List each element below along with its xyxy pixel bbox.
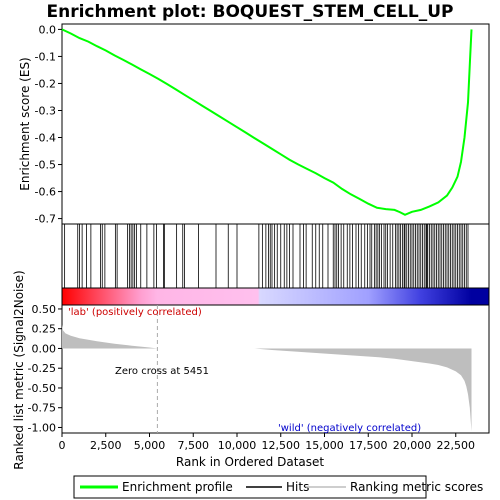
hit-marks <box>64 224 469 288</box>
es-y-tick-label: -0.2 <box>35 77 56 90</box>
es-y-tick-label: -0.1 <box>35 50 56 63</box>
legend: Enrichment profile Hits Ranking metric s… <box>73 475 483 499</box>
metric-y-tick-label: -0.75 <box>28 402 56 415</box>
metric-y-tick-label: -0.50 <box>28 382 56 395</box>
chart-title: Enrichment plot: BOQUEST_STEM_CELL_UP <box>46 2 453 22</box>
metric-panel-frame <box>61 304 490 434</box>
metric-y-tick-label: -0.25 <box>28 362 56 375</box>
x-tick-label: 5,000 <box>134 439 166 452</box>
metric-y-tick-label: 0.25 <box>32 323 57 336</box>
enrichment-profile-line <box>61 28 473 216</box>
es-y-ticks: 0.0 -0.1 -0.2 -0.3 -0.4 -0.5 -0.6 -0.7 <box>35 23 62 226</box>
x-tick-label: 15,000 <box>305 439 344 452</box>
metric-panel: 0.50 0.25 0.00 -0.25 -0.50 -0.75 -1.00 'lab' (… <box>12 270 490 470</box>
x-tick-label: 7,500 <box>178 439 210 452</box>
es-panel-frame <box>61 23 490 225</box>
positive-label: 'lab' (positively correlated) <box>68 307 202 318</box>
x-axis-label: Rank in Ordered Dataset <box>176 455 324 469</box>
x-tick-label: 20,000 <box>393 439 432 452</box>
hits-panel <box>61 223 490 289</box>
x-tick-label: 2,500 <box>90 439 122 452</box>
x-tick-label: 12,500 <box>262 439 301 452</box>
legend-label-ranking-metric: Ranking metric scores <box>350 480 483 494</box>
metric-y-tick-label: 0.50 <box>32 303 57 316</box>
es-panel: 0.0 -0.1 -0.2 -0.3 -0.4 -0.5 -0.6 -0.7 Enrichme… <box>18 23 490 226</box>
zero-cross-label: Zero cross at 5451 <box>115 366 209 377</box>
x-tick-label: 22,500 <box>437 439 476 452</box>
x-tick-label: 17,500 <box>349 439 388 452</box>
es-y-tick-label: -0.4 <box>35 132 56 145</box>
es-y-tick-label: -0.6 <box>35 186 56 199</box>
es-y-tick-label: -0.3 <box>35 104 56 117</box>
hits-panel-frame <box>61 223 490 289</box>
ranking-metric-area <box>62 324 472 432</box>
metric-y-tick-label: 0.00 <box>32 342 57 355</box>
metric-y-tick-label: -1.00 <box>28 421 56 434</box>
legend-label-enrichment-profile: Enrichment profile <box>122 480 233 494</box>
es-y-tick-label: -0.7 <box>35 213 56 226</box>
ranked-list-color-bar <box>61 287 490 306</box>
negative-label: 'wild' (negatively correlated) <box>278 423 421 434</box>
metric-y-ticks: 0.50 0.25 0.00 -0.25 -0.50 -0.75 -1.00 <box>28 303 62 434</box>
metric-y-axis-label: Ranked list metric (Signal2Noise) <box>12 270 26 469</box>
es-y-tick-label: 0.0 <box>39 23 57 36</box>
es-y-tick-label: -0.5 <box>35 159 56 172</box>
x-axis-ticks: 0 2,500 5,000 7,500 10,000 12,500 15,000 17,500… <box>59 433 476 452</box>
x-tick-label: 0 <box>59 439 66 452</box>
legend-label-hits: Hits <box>286 480 309 494</box>
x-tick-label: 10,000 <box>218 439 257 452</box>
es-y-axis-label: Enrichment score (ES) <box>18 57 32 190</box>
